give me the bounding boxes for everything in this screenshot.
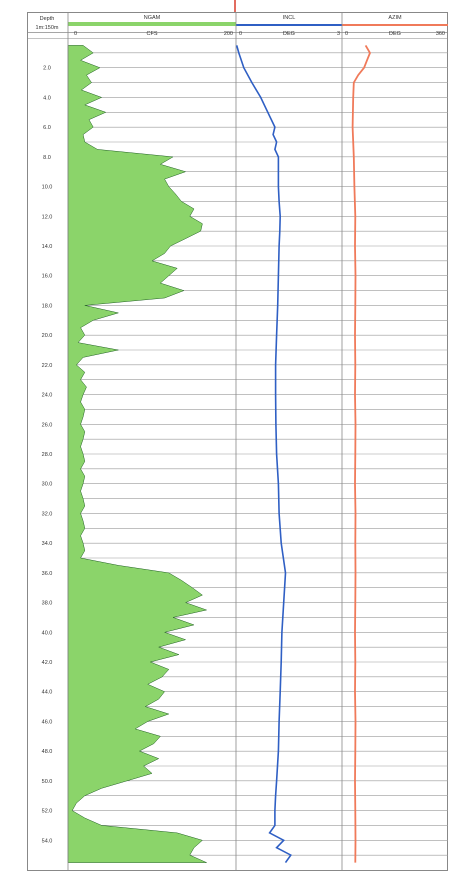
depth-tick-label: 48.0 xyxy=(42,749,53,755)
depth-tick-label: 42.0 xyxy=(42,660,53,666)
depth-tick-label: 24.0 xyxy=(42,393,53,399)
ngam-header-name: NGAM xyxy=(144,15,161,21)
depth-tick-label: 44.0 xyxy=(42,690,53,696)
ngam-series-area xyxy=(67,45,208,863)
depth-tick-label: 14.0 xyxy=(42,244,53,250)
ngam-header-unit: CFS xyxy=(147,31,158,37)
depth-tick-label: 46.0 xyxy=(42,719,53,725)
incl-scale-min: 0 xyxy=(239,31,242,37)
depth-tick-label: 22.0 xyxy=(42,363,53,369)
track-separators xyxy=(67,12,343,871)
depth-tick-label: 36.0 xyxy=(42,571,53,577)
depth-tick-label: 2.0 xyxy=(43,66,51,72)
azim-header-name: AZIM xyxy=(388,15,402,21)
depth-header: Depth xyxy=(40,16,55,22)
azim-scale-min: 0 xyxy=(345,31,348,37)
azim-header-unit: DEG xyxy=(389,31,401,37)
depth-tick-label: 16.0 xyxy=(42,274,53,280)
depth-tick-label: 50.0 xyxy=(42,779,53,785)
depth-tick-label: 20.0 xyxy=(42,333,53,339)
ngam-header-bar xyxy=(68,22,236,26)
ngam-scale-max: 200 xyxy=(224,31,233,37)
depth-tick-label: 12.0 xyxy=(42,214,53,220)
depth-tick-label: 18.0 xyxy=(42,303,53,309)
depth-tick-labels: 2.0 4.0 6.0 8.0 10.0 12.0 14.0 16.0 18.0 20.0 22.0… xyxy=(42,66,53,845)
depth-scale: 1m:150m xyxy=(36,25,59,31)
depth-tick-label: 26.0 xyxy=(42,422,53,428)
incl-scale-max: 3 xyxy=(337,31,340,37)
depth-tick-label: 10.0 xyxy=(42,185,53,191)
incl-header-bar xyxy=(236,24,342,26)
depth-tick-label: 6.0 xyxy=(43,125,51,131)
depth-tick-label: 30.0 xyxy=(42,482,53,488)
incl-header-unit: DEG xyxy=(283,31,295,37)
incl-header-name: INCL xyxy=(283,15,296,21)
ngam-scale-min: 0 xyxy=(74,31,77,37)
depth-tick-label: 40.0 xyxy=(42,630,53,636)
depth-tick-label: 34.0 xyxy=(42,541,53,547)
depth-tick-label: 4.0 xyxy=(43,95,51,101)
azim-scale-max: 360 xyxy=(436,31,445,37)
depth-tick-label: 54.0 xyxy=(42,838,53,844)
depth-tick-label: 32.0 xyxy=(42,511,53,517)
depth-tick-label: 52.0 xyxy=(42,809,53,815)
depth-tick-label: 8.0 xyxy=(43,155,51,161)
depth-tick-label: 28.0 xyxy=(42,452,53,458)
depth-tick-label: 38.0 xyxy=(42,601,53,607)
azim-series-line xyxy=(351,44,372,863)
log-header: Depth 1m:150m NGAM CFS 0 200 INCL DEG 0 … xyxy=(27,15,448,39)
azim-header-bar xyxy=(342,24,448,26)
incl-series-line xyxy=(235,45,292,864)
